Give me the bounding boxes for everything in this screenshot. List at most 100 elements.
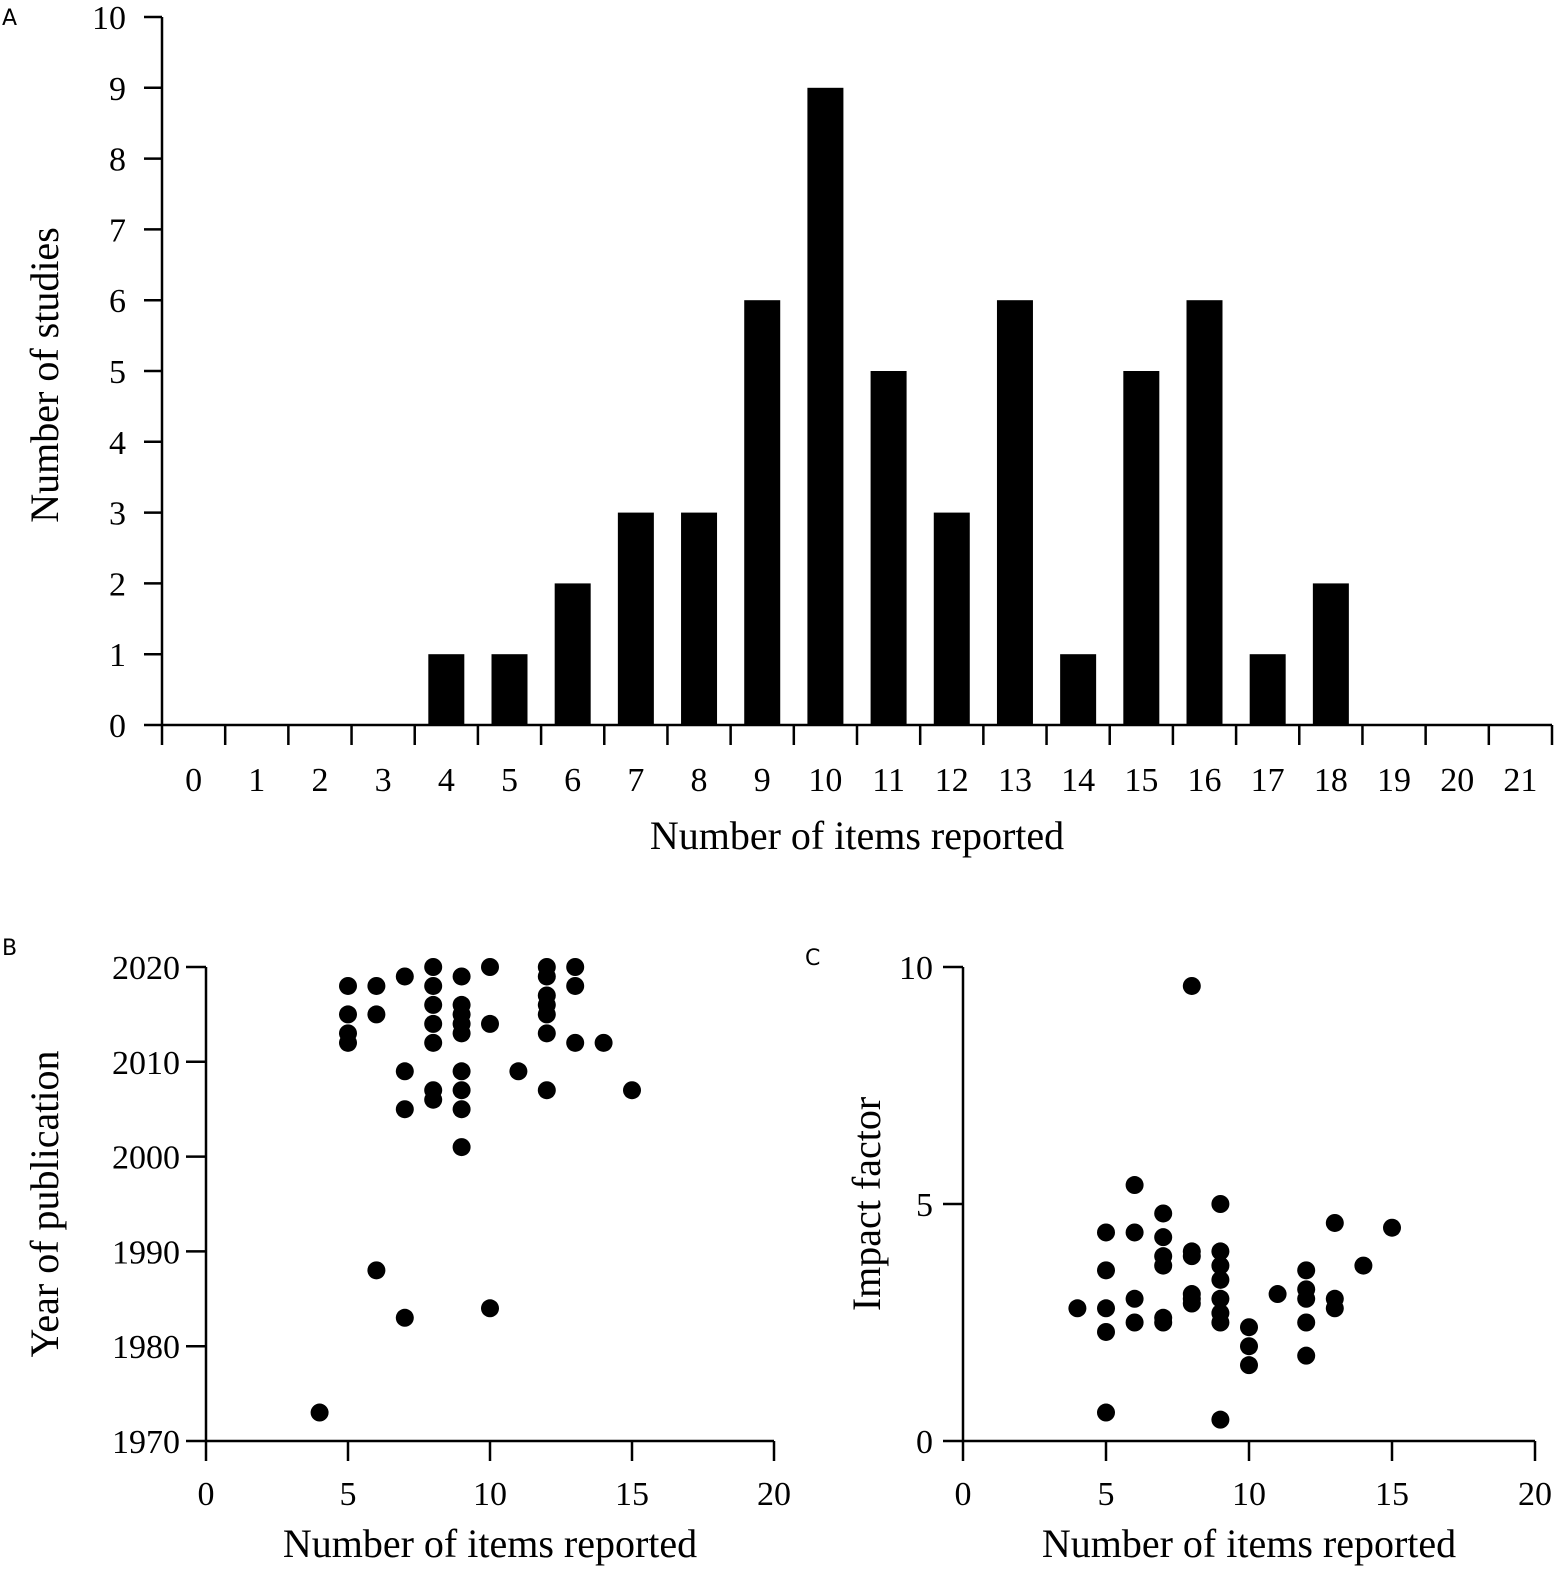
x-tick-label: 14 (1061, 762, 1095, 799)
y-tick-label: 5 (109, 354, 126, 391)
x-tick-label: 10 (1232, 1476, 1266, 1513)
data-point (1240, 1318, 1258, 1337)
x-tick-label: 10 (473, 1476, 507, 1513)
bar-4 (428, 654, 465, 725)
y-tick-label: 2010 (112, 1045, 180, 1082)
y-tick-label: 8 (109, 142, 126, 179)
data-point (537, 967, 556, 986)
y-tick-label: 10 (899, 950, 933, 987)
data-point (452, 1081, 471, 1100)
data-point (452, 967, 471, 986)
x-tick-label: 11 (872, 762, 905, 799)
x-tick-label: 5 (340, 1476, 357, 1513)
x-tick-label: 3 (375, 762, 392, 799)
data-point (452, 1100, 471, 1119)
data-point (1125, 1313, 1144, 1332)
bar-13 (996, 300, 1033, 725)
data-point (310, 1403, 329, 1422)
data-point (452, 1062, 471, 1081)
data-point (1211, 1313, 1230, 1332)
y-tick-label: 9 (109, 71, 126, 108)
panel-label-a: A (2, 6, 17, 31)
x-tick-label: 13 (998, 762, 1032, 799)
x-tick-label: 20 (757, 1476, 791, 1513)
data-point (424, 1014, 443, 1033)
bar-9 (744, 300, 781, 725)
y-axis-title: Year of publication (22, 1051, 67, 1358)
data-point (1297, 1261, 1316, 1280)
data-point (509, 1062, 528, 1081)
bar-14 (1060, 654, 1097, 725)
bar-15 (1123, 371, 1160, 725)
data-point (1097, 1299, 1115, 1318)
data-point (1211, 1410, 1230, 1429)
data-point (1097, 1223, 1115, 1242)
data-point (1154, 1204, 1173, 1223)
data-point (339, 976, 357, 995)
data-point (1325, 1213, 1344, 1232)
x-tick-label: 18 (1314, 762, 1348, 799)
data-point (424, 976, 443, 995)
data-point (395, 1062, 414, 1081)
data-point (339, 1033, 357, 1052)
y-axis-title: Impact factor (844, 1097, 889, 1311)
x-tick-label: 0 (955, 1476, 972, 1513)
x-tick-label: 12 (935, 762, 969, 799)
y-tick-label: 1990 (112, 1234, 180, 1271)
data-point (1325, 1299, 1344, 1318)
data-point (424, 1033, 443, 1052)
data-point (623, 1081, 641, 1100)
data-point (1383, 1218, 1401, 1237)
y-tick-label: 0 (109, 708, 126, 745)
data-point (1240, 1356, 1258, 1375)
data-point (566, 976, 585, 995)
x-tick-label: 15 (1124, 762, 1158, 799)
data-point (481, 958, 499, 976)
x-tick-label: 0 (185, 762, 202, 799)
data-point (1211, 1242, 1230, 1261)
panel-label-c: C (805, 946, 820, 971)
data-point (1354, 1256, 1373, 1275)
data-point (1297, 1289, 1316, 1308)
y-tick-label: 10 (92, 0, 126, 37)
x-tick-label: 5 (501, 762, 518, 799)
data-point (1125, 1223, 1144, 1242)
bar-7 (617, 512, 654, 725)
data-point (1240, 1337, 1258, 1356)
data-point (1268, 1285, 1287, 1304)
data-point (1182, 976, 1201, 995)
data-point (339, 1005, 357, 1024)
bar-18 (1312, 583, 1349, 725)
y-tick-label: 5 (916, 1187, 933, 1224)
y-tick-label: 2000 (112, 1140, 180, 1177)
data-point (566, 958, 585, 976)
y-tick-label: 3 (109, 496, 126, 533)
data-point (481, 1299, 499, 1318)
bar-16 (1186, 300, 1223, 725)
x-tick-label: 7 (627, 762, 644, 799)
x-tick-label: 0 (198, 1476, 215, 1513)
data-point (1125, 1289, 1144, 1308)
y-tick-label: 1970 (112, 1424, 180, 1461)
data-point (1097, 1403, 1115, 1422)
y-tick-label: 1 (109, 637, 126, 674)
y-tick-label: 2020 (112, 950, 180, 987)
x-tick-label: 20 (1518, 1476, 1552, 1513)
data-point (1211, 1195, 1230, 1213)
scatter-panel-c: 0 5 10 0 5 10 15 20 Number of items reported Impa… (844, 950, 1552, 1566)
bar-5 (491, 654, 528, 725)
x-tick-label: 17 (1251, 762, 1285, 799)
data-point (395, 1100, 414, 1119)
data-point (537, 1081, 556, 1100)
bar-8 (681, 512, 718, 725)
x-tick-label: 16 (1188, 762, 1222, 799)
x-axis-title: Number of items reported (1042, 1521, 1456, 1566)
bar-6 (554, 583, 591, 725)
data-point (1154, 1228, 1173, 1247)
data-point (566, 1033, 585, 1052)
x-tick-label: 9 (754, 762, 771, 799)
data-point (452, 1024, 471, 1043)
x-tick-label: 15 (615, 1476, 649, 1513)
